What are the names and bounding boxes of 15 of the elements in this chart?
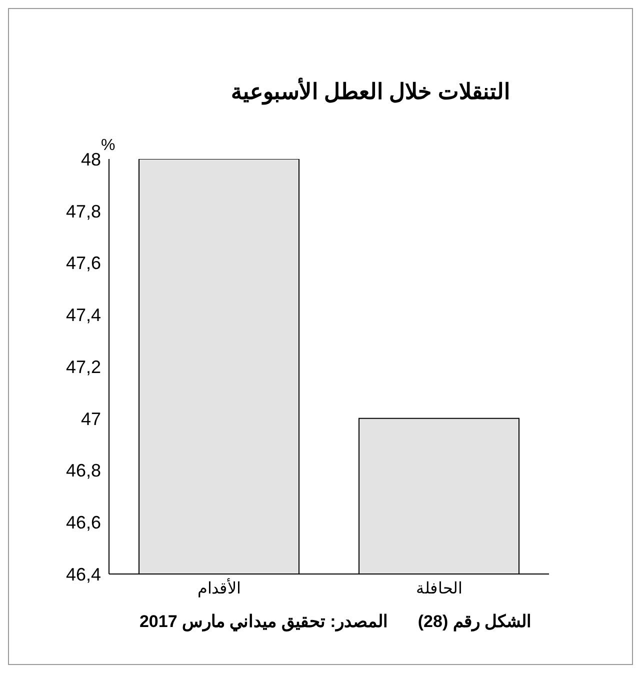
y-tick-label: 47,4 [66, 305, 101, 326]
y-tick-label: 47 [80, 408, 101, 429]
y-tick-label: 46,4 [66, 564, 101, 584]
chart-title: التنقلات خلال العطل الأسبوعية [230, 79, 512, 105]
y-tick-label: 48 [80, 149, 101, 170]
y-tick-label: 47,6 [66, 253, 101, 274]
text: الشكل رقم (28) [418, 612, 532, 631]
y-tick-label: 47,2 [66, 356, 101, 377]
x-tick-label: الأقدام [198, 578, 240, 598]
y-tick-label: 46,8 [66, 460, 101, 481]
y-tick-label: 46,6 [66, 512, 101, 533]
y-axis-title: % [101, 137, 116, 155]
x-tick-label: الحافلة [416, 580, 462, 598]
text: المصدر: تحقيق ميداني مارس 2017 [139, 612, 388, 631]
y-tick-label: 47,8 [66, 201, 101, 222]
